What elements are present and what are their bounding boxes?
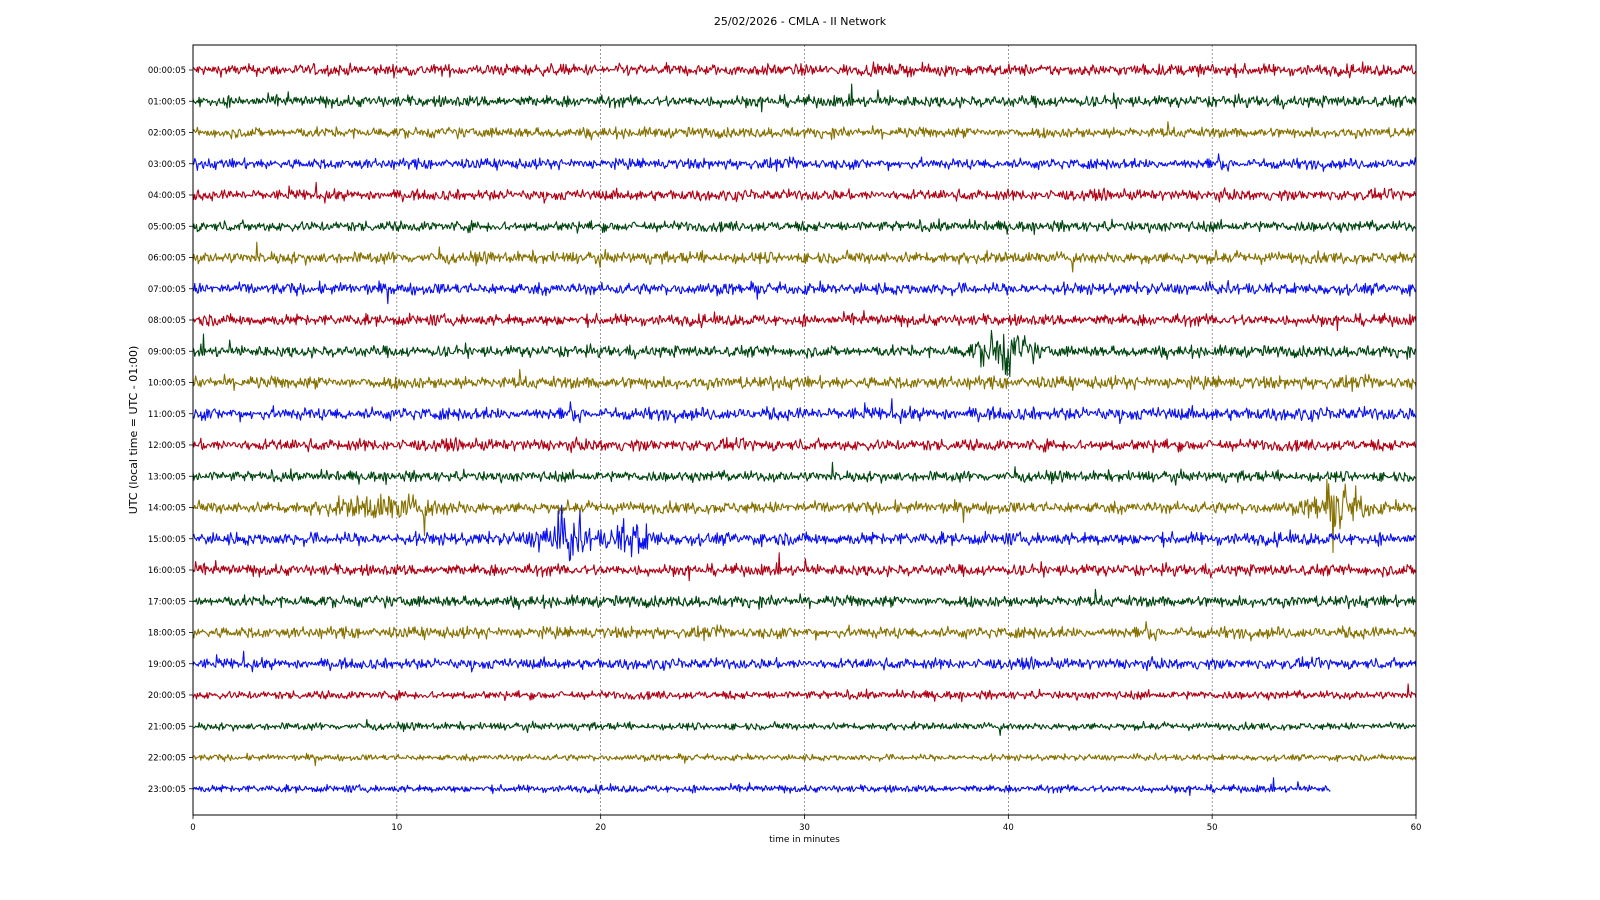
trace-16-00-05 bbox=[192, 552, 1417, 582]
y-tick-label: 01:00:05 bbox=[148, 97, 186, 107]
trace-03-00-05 bbox=[192, 153, 1417, 172]
y-tick-label: 05:00:05 bbox=[148, 222, 186, 232]
trace-20-00-05 bbox=[192, 683, 1417, 703]
x-axis-label: time in minutes bbox=[769, 835, 840, 845]
y-tick-label: 20:00:05 bbox=[148, 691, 186, 701]
y-tick-label: 19:00:05 bbox=[148, 660, 186, 670]
trace-07-00-05 bbox=[192, 279, 1417, 305]
y-tick-label: 13:00:05 bbox=[148, 472, 186, 482]
x-tick-label: 10 bbox=[391, 823, 402, 833]
trace-00-00-05 bbox=[192, 61, 1417, 79]
chart-title: 25/02/2026 - CMLA - II Network bbox=[714, 15, 887, 28]
trace-12-00-05 bbox=[192, 436, 1417, 454]
trace-05-00-05 bbox=[192, 218, 1417, 236]
trace-02-00-05 bbox=[192, 121, 1417, 141]
y-axis-label: UTC (local time = UTC - 01:00) bbox=[127, 346, 140, 515]
y-tick-label: 15:00:05 bbox=[148, 535, 186, 545]
y-tick-label: 04:00:05 bbox=[148, 191, 186, 201]
trace-04-00-05 bbox=[192, 181, 1417, 204]
y-tick-label: 21:00:05 bbox=[148, 722, 186, 732]
trace-23-00-05 bbox=[192, 777, 1331, 797]
trace-06-00-05 bbox=[192, 241, 1417, 273]
grid-lines bbox=[396, 45, 1213, 815]
trace-22-00-05 bbox=[192, 752, 1417, 767]
x-tick-labels: 0 10 20 30 40 50 60 bbox=[190, 815, 1421, 833]
y-tick-label: 11:00:05 bbox=[148, 410, 186, 420]
trace-10-00-05 bbox=[192, 368, 1417, 393]
x-tick-label: 0 bbox=[190, 823, 195, 833]
x-tick-label: 40 bbox=[1003, 823, 1014, 833]
y-tick-label: 09:00:05 bbox=[148, 347, 186, 357]
trace-19-00-05 bbox=[192, 650, 1417, 673]
trace-13-00-05 bbox=[192, 461, 1417, 486]
x-tick-label: 60 bbox=[1411, 823, 1422, 833]
trace-layer bbox=[192, 61, 1417, 797]
y-tick-label: 23:00:05 bbox=[148, 785, 186, 795]
x-tick-label: 50 bbox=[1207, 823, 1218, 833]
trace-09-00-05 bbox=[192, 329, 1417, 378]
y-tick-label: 02:00:05 bbox=[148, 129, 186, 139]
y-tick-label: 18:00:05 bbox=[148, 629, 186, 639]
trace-01-00-05 bbox=[192, 83, 1417, 113]
y-tick-label: 14:00:05 bbox=[148, 504, 186, 514]
trace-21-00-05 bbox=[192, 718, 1417, 736]
y-tick-label: 08:00:05 bbox=[148, 316, 186, 326]
trace-14-00-05 bbox=[192, 478, 1417, 554]
y-tick-label: 07:00:05 bbox=[148, 285, 186, 295]
x-tick-label: 20 bbox=[595, 823, 606, 833]
x-tick-label: 30 bbox=[799, 823, 810, 833]
plot-frame bbox=[192, 44, 1417, 816]
y-tick-label: 06:00:05 bbox=[148, 254, 186, 264]
y-tick-labels: 00:00:05 01:00:05 02:00:05 03:00:05 04:00:05… bbox=[148, 66, 193, 795]
trace-08-00-05 bbox=[192, 309, 1417, 332]
y-tick-label: 12:00:05 bbox=[148, 441, 186, 451]
y-tick-label: 22:00:05 bbox=[148, 754, 186, 764]
trace-18-00-05 bbox=[192, 621, 1417, 642]
trace-11-00-05 bbox=[192, 398, 1417, 425]
trace-17-00-05 bbox=[192, 588, 1417, 610]
y-tick-label: 16:00:05 bbox=[148, 566, 186, 576]
y-tick-label: 03:00:05 bbox=[148, 160, 186, 170]
y-tick-label: 10:00:05 bbox=[148, 379, 186, 389]
y-tick-label: 17:00:05 bbox=[148, 597, 186, 607]
y-tick-label: 00:00:05 bbox=[148, 66, 186, 76]
trace-15-00-05 bbox=[192, 504, 1417, 562]
